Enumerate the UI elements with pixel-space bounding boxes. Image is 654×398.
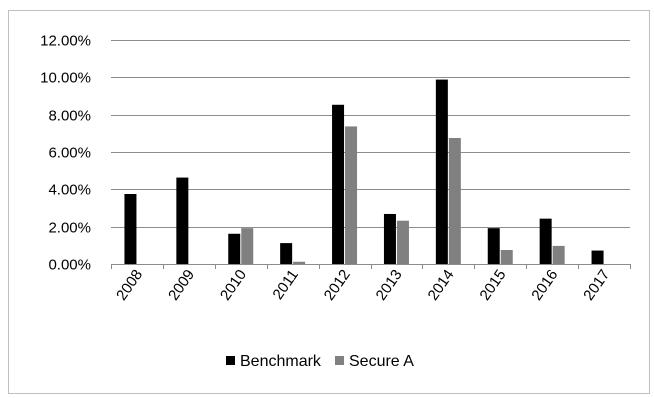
x-tick-label: 2012 bbox=[321, 267, 354, 304]
x-tick-label: 2017 bbox=[580, 267, 613, 304]
bar-benchmark-2010 bbox=[228, 233, 241, 264]
legend-label-secure-a: Secure A bbox=[349, 353, 414, 370]
y-tick-label: 8.00% bbox=[48, 108, 91, 125]
y-tick-label: 2.00% bbox=[48, 220, 91, 237]
y-tick-label: 4.00% bbox=[48, 182, 91, 199]
y-tick-label: 6.00% bbox=[48, 145, 91, 162]
x-axis-ticks: 2008 2009 2010 2011 2012 2013 2014 2015 2016 2017 bbox=[113, 267, 613, 304]
bar-secure-a-2015 bbox=[500, 250, 513, 264]
bars bbox=[124, 79, 604, 264]
bar-secure-a-2014 bbox=[448, 138, 461, 264]
bar-benchmark-2013 bbox=[383, 213, 396, 264]
y-tick-label: 12.00% bbox=[40, 33, 91, 50]
x-tick-label: 2010 bbox=[217, 267, 250, 304]
y-tick-label: 0.00% bbox=[48, 257, 91, 274]
legend-swatch-secure-a bbox=[335, 356, 344, 365]
bar-benchmark-2012 bbox=[332, 104, 345, 264]
legend-label-benchmark: Benchmark bbox=[240, 353, 322, 370]
x-tick-label: 2016 bbox=[528, 267, 561, 304]
legend-swatch-benchmark bbox=[226, 356, 235, 365]
bar-benchmark-2015 bbox=[487, 228, 500, 264]
y-tick-label: 10.00% bbox=[40, 70, 91, 87]
bar-benchmark-2011 bbox=[280, 243, 293, 264]
bar-benchmark-2017 bbox=[591, 250, 604, 264]
gridlines bbox=[111, 40, 630, 228]
legend: Benchmark Secure A bbox=[226, 353, 414, 370]
x-tick-label: 2011 bbox=[269, 267, 301, 303]
bar-benchmark-2014 bbox=[435, 79, 448, 264]
x-tick-label: 2009 bbox=[165, 267, 198, 304]
x-tick-label: 2015 bbox=[476, 267, 509, 304]
bar-benchmark-2016 bbox=[539, 218, 552, 264]
x-tick-label: 2014 bbox=[425, 267, 458, 304]
bar-secure-a-2016 bbox=[552, 245, 565, 264]
bar-secure-a-2010 bbox=[241, 228, 254, 264]
bar-secure-a-2011 bbox=[293, 261, 306, 264]
y-axis-ticks: 0.00% 2.00% 4.00% 6.00% 8.00% 10.00% 12.00% bbox=[40, 33, 91, 274]
bar-secure-a-2012 bbox=[345, 126, 358, 264]
x-tick-label: 2013 bbox=[373, 267, 406, 304]
bar-benchmark-2008 bbox=[124, 194, 137, 264]
x-tick-label: 2008 bbox=[113, 267, 146, 304]
bar-benchmark-2009 bbox=[176, 177, 189, 264]
bar-secure-a-2013 bbox=[396, 220, 409, 264]
x-axis bbox=[111, 264, 631, 269]
chart-frame bbox=[8, 10, 650, 394]
